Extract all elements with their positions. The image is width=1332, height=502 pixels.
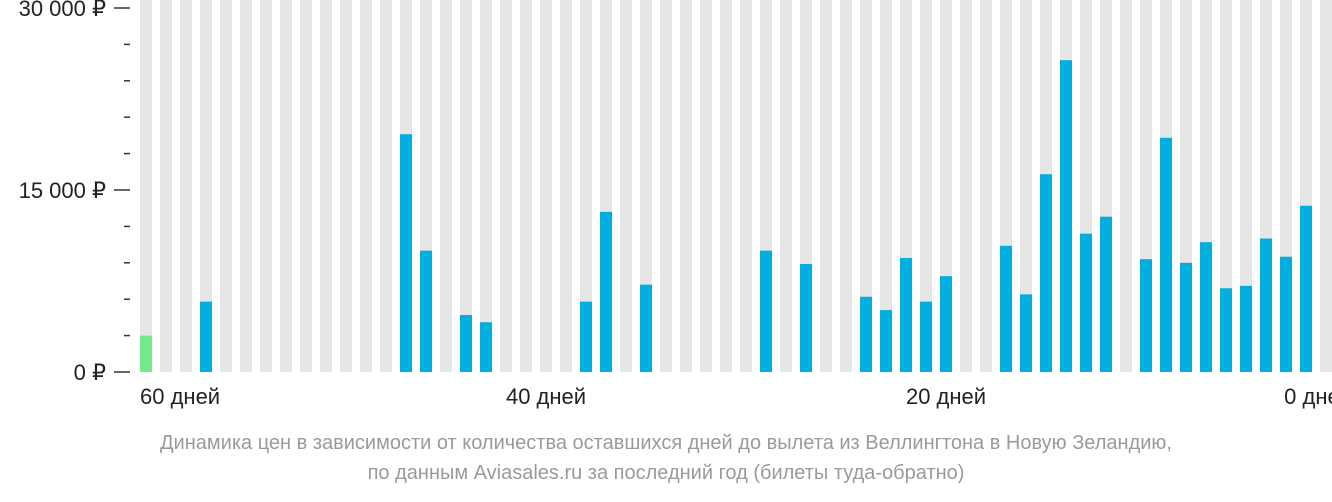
background-bar <box>700 0 712 372</box>
price-bar <box>800 264 812 372</box>
price-bar <box>460 314 472 372</box>
x-tick-label: 0 дней <box>1284 384 1332 409</box>
chart-caption: Динамика цен в зависимости от количества… <box>0 428 1332 488</box>
price-bar <box>140 335 152 372</box>
price-bar <box>1200 242 1212 372</box>
y-tick-label: 15 000 ₽ <box>19 178 106 203</box>
price-bar <box>580 301 592 372</box>
price-dynamics-chart: 30 000 ₽ 15 000 ₽ 0 ₽ 60 дней 40 дней 20 дне… <box>19 0 1332 409</box>
price-bar <box>900 257 912 372</box>
background-bar <box>160 0 172 372</box>
background-bar <box>180 0 192 372</box>
background-bar <box>1220 0 1232 372</box>
background-bar <box>980 0 992 372</box>
background-bar <box>680 0 692 372</box>
price-bar <box>1060 60 1072 372</box>
price-bar <box>640 284 652 372</box>
y-axis: 30 000 ₽ 15 000 ₽ 0 ₽ <box>19 0 130 385</box>
price-bar <box>1300 205 1312 372</box>
price-bar <box>600 211 612 372</box>
price-bar <box>1100 216 1112 372</box>
y-tick-label: 0 ₽ <box>74 360 106 385</box>
background-bar <box>480 0 492 372</box>
x-tick-label: 40 дней <box>506 384 586 409</box>
background-bar <box>660 0 672 372</box>
background-bar <box>560 0 572 372</box>
price-bar <box>1080 233 1092 372</box>
background-bar <box>1240 0 1252 372</box>
background-bar <box>960 0 972 372</box>
price-bar <box>480 322 492 372</box>
background-bar <box>740 0 752 372</box>
x-tick-label: 60 дней <box>140 384 220 409</box>
price-bar <box>1000 245 1012 372</box>
price-bars <box>140 60 1312 372</box>
background-bar <box>640 0 652 372</box>
price-bar <box>760 250 772 372</box>
background-bars <box>140 0 1332 372</box>
background-bar <box>460 0 472 372</box>
background-bar <box>260 0 272 372</box>
background-bar <box>340 0 352 372</box>
background-bar <box>220 0 232 372</box>
background-bar <box>140 0 152 372</box>
price-bar <box>1160 137 1172 372</box>
background-bar <box>580 0 592 372</box>
price-bar <box>200 301 212 372</box>
background-bar <box>280 0 292 372</box>
price-bar <box>940 276 952 372</box>
price-bar <box>920 301 932 372</box>
background-bar <box>1020 0 1032 372</box>
price-bar <box>1020 294 1032 372</box>
price-bar <box>420 250 432 372</box>
background-bar <box>920 0 932 372</box>
background-bar <box>880 0 892 372</box>
caption-line-2: по данным Aviasales.ru за последний год … <box>367 462 965 484</box>
background-bar <box>320 0 332 372</box>
price-bar <box>860 296 872 372</box>
background-bar <box>820 0 832 372</box>
background-bar <box>1120 0 1132 372</box>
background-bar <box>440 0 452 372</box>
background-bar <box>380 0 392 372</box>
background-bar <box>1320 0 1332 372</box>
background-bar <box>200 0 212 372</box>
x-tick-label: 20 дней <box>906 384 986 409</box>
price-bar <box>1180 262 1192 372</box>
price-bar <box>880 310 892 372</box>
price-bar <box>1240 285 1252 372</box>
background-bar <box>240 0 252 372</box>
background-bar <box>360 0 372 372</box>
price-bar <box>1260 238 1272 372</box>
price-bar <box>1040 174 1052 372</box>
background-bar <box>520 0 532 372</box>
price-bar <box>1220 288 1232 372</box>
background-bar <box>620 0 632 372</box>
price-bar <box>1280 256 1292 372</box>
background-bar <box>860 0 872 372</box>
x-axis: 60 дней 40 дней 20 дней 0 дней <box>140 384 1332 409</box>
y-tick-label: 30 000 ₽ <box>19 0 106 21</box>
background-bar <box>540 0 552 372</box>
price-bar <box>400 134 412 372</box>
background-bar <box>840 0 852 372</box>
caption-line-1: Динамика цен в зависимости от количества… <box>160 432 1172 454</box>
background-bar <box>300 0 312 372</box>
background-bar <box>500 0 512 372</box>
background-bar <box>780 0 792 372</box>
price-bar <box>1140 259 1152 372</box>
background-bar <box>720 0 732 372</box>
